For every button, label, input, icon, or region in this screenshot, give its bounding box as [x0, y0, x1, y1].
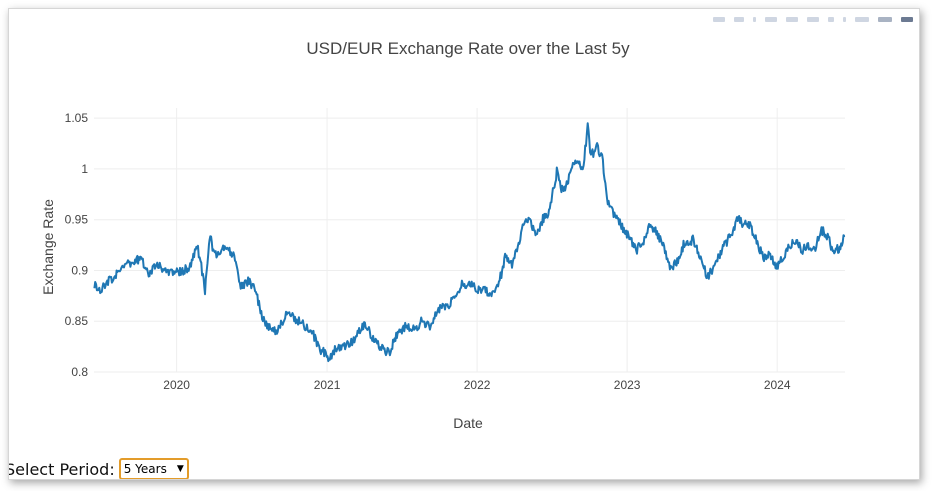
chart-frame: USD/EUR Exchange Rate over the Last 5y 0…	[8, 8, 920, 480]
x-tick-label: 2022	[464, 378, 491, 392]
period-selector-row: Select Period: 5 Years ▼	[8, 458, 189, 479]
x-axis-label: Date	[453, 415, 483, 431]
grid	[94, 108, 845, 373]
axis-ticks: 0.8 0.85 0.9 0.95 1 1.05 2020 2021 2022 2023 2024	[65, 111, 791, 392]
spike-lines-icon[interactable]	[878, 16, 892, 22]
period-select-value: 5 Years	[123, 462, 167, 476]
pan-icon[interactable]	[753, 16, 756, 22]
y-axis-label: Exchange Rate	[40, 199, 56, 295]
y-tick-label: 0.95	[65, 213, 89, 227]
y-tick-label: 1	[81, 162, 88, 176]
zoom-in-icon[interactable]	[807, 16, 819, 22]
period-select[interactable]: 5 Years ▼	[118, 458, 189, 479]
zoom-out-icon[interactable]	[828, 16, 834, 22]
y-tick-label: 0.85	[65, 314, 89, 328]
x-tick-label: 2023	[614, 378, 641, 392]
y-tick-label: 0.9	[71, 263, 88, 277]
series	[93, 122, 846, 363]
y-tick-label: 1.05	[65, 111, 89, 125]
x-tick-label: 2020	[163, 378, 190, 392]
chart-modebar	[713, 11, 913, 27]
chart-title: USD/EUR Exchange Rate over the Last 5y	[306, 39, 630, 58]
y-tick-label: 0.8	[71, 365, 88, 379]
period-label: Select Period:	[8, 459, 115, 479]
x-tick-label: 2021	[314, 378, 341, 392]
zoom-icon[interactable]	[734, 16, 744, 22]
chevron-down-icon: ▼	[176, 464, 184, 474]
box-select-icon[interactable]	[765, 16, 777, 22]
line-chart: USD/EUR Exchange Rate over the Last 5y 0…	[40, 39, 846, 431]
plotly-logo-icon[interactable]	[901, 16, 913, 22]
autoscale-icon[interactable]	[843, 16, 846, 22]
series-line	[93, 122, 846, 363]
x-tick-label: 2024	[764, 378, 791, 392]
reset-axes-icon[interactable]	[855, 16, 869, 22]
camera-icon[interactable]	[713, 16, 725, 22]
lasso-select-icon[interactable]	[786, 16, 798, 22]
